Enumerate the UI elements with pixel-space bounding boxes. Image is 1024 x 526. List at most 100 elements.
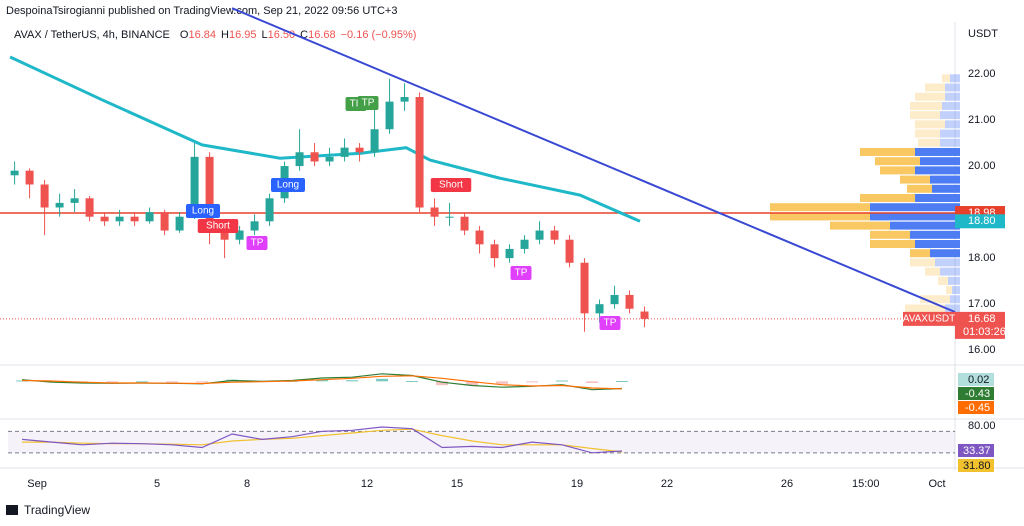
x-tick-label: 19 — [571, 478, 583, 490]
volume-up — [870, 203, 960, 212]
volume-down — [860, 147, 915, 156]
trendline — [231, 7, 956, 313]
candle-body — [565, 239, 574, 263]
candle-body — [340, 147, 349, 157]
x-tick-label: 12 — [361, 478, 373, 490]
volume-down — [925, 267, 940, 276]
candle-body — [85, 198, 94, 217]
volume-down — [938, 276, 948, 285]
x-tick-label: 8 — [244, 478, 250, 490]
ohlc-label: O — [180, 29, 189, 41]
volume-down — [910, 101, 942, 110]
price-tag-label: 18.80 — [968, 215, 996, 227]
rsi-tag — [958, 444, 994, 457]
x-tick-label: 22 — [661, 478, 673, 490]
volume-up — [945, 92, 960, 101]
x-tick-label: Oct — [928, 478, 945, 490]
candle-body — [490, 244, 499, 259]
candle-body — [640, 311, 649, 319]
volume-down — [770, 212, 870, 221]
volume-down — [900, 175, 930, 184]
candle-body — [355, 147, 364, 153]
macd-histogram — [556, 380, 569, 382]
signal-badge — [510, 266, 532, 280]
price-tag — [955, 214, 1005, 229]
candle-body — [415, 97, 424, 208]
candle-body — [475, 230, 484, 245]
volume-down — [770, 203, 870, 212]
price-tag — [955, 311, 1005, 339]
candle-body — [430, 207, 439, 217]
volume-down — [920, 295, 950, 304]
candle-body — [445, 216, 454, 218]
candle-body — [55, 202, 64, 208]
volume-down — [918, 138, 940, 147]
macd-histogram — [316, 379, 329, 382]
rsi-line — [22, 426, 623, 454]
volume-up — [930, 249, 960, 258]
y-tick-label: 21.00 — [968, 114, 996, 126]
macd-histogram — [166, 381, 179, 383]
volume-up — [940, 129, 960, 138]
ohlc-value: 16.68 — [308, 29, 336, 41]
volume-up — [950, 295, 960, 304]
signal-label: TP — [362, 98, 375, 109]
candle-body — [130, 216, 139, 222]
macd-tag-label: -0.45 — [965, 402, 990, 414]
signal-label: Long — [192, 206, 214, 217]
macd-histogram — [346, 380, 359, 382]
candle-body — [250, 221, 259, 231]
volume-up — [940, 138, 960, 147]
candle-body — [160, 212, 169, 231]
candle-body — [115, 216, 124, 222]
rsi-tag-label: 33.37 — [963, 445, 991, 457]
volume-up — [870, 212, 960, 221]
candle-body — [100, 216, 109, 222]
candle-body — [385, 101, 394, 130]
symbol-tag — [903, 311, 955, 326]
volume-up — [940, 267, 960, 276]
macd-tag — [958, 387, 994, 400]
volume-up — [945, 83, 960, 92]
candle-body — [550, 230, 559, 240]
volume-up — [952, 286, 960, 295]
macd-histogram — [616, 381, 629, 382]
candle-body — [595, 304, 604, 314]
volume-up — [948, 276, 960, 285]
signal-label: Long — [277, 180, 299, 191]
signal-badge — [246, 236, 268, 250]
candle-body — [205, 156, 214, 231]
macd-histogram — [496, 381, 509, 384]
macd-tag — [958, 373, 994, 386]
volume-up — [932, 184, 960, 193]
footer: TradingView — [6, 503, 90, 517]
candle-body — [190, 156, 199, 217]
volume-down — [915, 129, 940, 138]
volume-up — [930, 175, 960, 184]
volume-up — [890, 221, 960, 230]
macd-histogram — [436, 381, 449, 386]
x-tick-label: 26 — [781, 478, 793, 490]
volume-down — [915, 92, 945, 101]
candle-body — [235, 230, 244, 240]
volume-up — [940, 111, 960, 120]
volume-up — [942, 101, 960, 110]
volume-up — [945, 120, 960, 129]
signal-label: TP — [251, 238, 264, 249]
y-tick-label: 17.00 — [968, 298, 996, 310]
macd-line — [22, 375, 623, 390]
candle-body — [460, 216, 469, 231]
y-tick-label: 20.00 — [968, 160, 996, 172]
candle-body — [400, 97, 409, 102]
countdown: 01:03:26 — [963, 326, 1006, 338]
x-tick-label: 15:00 — [852, 478, 880, 490]
ohlc-label: L — [261, 29, 267, 41]
volume-down — [870, 240, 915, 249]
volume-up — [910, 230, 960, 239]
macd-histogram — [406, 381, 419, 382]
candle-body — [265, 198, 274, 222]
logo — [6, 505, 18, 515]
candle-body — [145, 212, 154, 222]
volume-down — [910, 249, 930, 258]
legend-change: −0.16 (−0.95%) — [341, 29, 417, 41]
